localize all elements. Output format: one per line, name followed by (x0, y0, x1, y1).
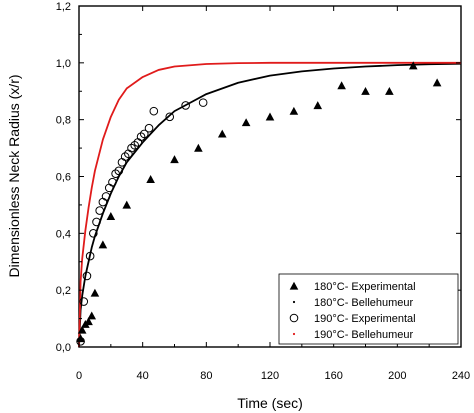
x-tick-label: 160 (324, 370, 342, 382)
data-point (85, 251, 95, 261)
data-point (136, 132, 146, 142)
legend-marker (289, 281, 299, 290)
data-point (111, 169, 120, 178)
legend-line-sample (292, 300, 296, 304)
series-group (78, 61, 461, 348)
data-point (108, 177, 117, 187)
data-point (127, 143, 136, 153)
data-point (114, 166, 124, 176)
data-point (92, 217, 101, 227)
x-tick-label: 120 (261, 370, 279, 382)
data-point (165, 112, 175, 122)
data-point (337, 81, 346, 90)
series-group (76, 98, 208, 346)
data-point (120, 152, 130, 161)
series-line (78, 61, 461, 348)
series-line (78, 62, 462, 348)
data-point (106, 211, 116, 220)
legend-box (278, 273, 459, 345)
data-point (101, 192, 111, 201)
data-point (122, 200, 132, 209)
y-tick-label: 0,0 (56, 342, 71, 354)
y-tick-label: 0,4 (56, 228, 71, 240)
series-group (76, 61, 442, 343)
x-tick-label: 240 (452, 370, 470, 382)
data-point (98, 240, 108, 249)
data-point (87, 311, 97, 320)
data-point (90, 288, 100, 297)
legend-label: 180°C- Bellehumeur (314, 297, 414, 309)
legend-label: 190°C- Experimental (314, 313, 416, 325)
legend: 180°C- Experimental 180°C- Bellehumeur 190… (278, 273, 459, 345)
y-axis-label: Dimensionless Neck Radius (x/r) (6, 74, 22, 277)
data-point (181, 101, 190, 110)
y-tick-label: 0,8 (56, 115, 71, 127)
data-point (130, 140, 140, 150)
y-tick-label: 1,0 (56, 58, 71, 70)
data-point (84, 317, 93, 326)
x-tick-label: 200 (388, 370, 406, 382)
legend-label: 190°C- Bellehumeur (314, 329, 414, 341)
data-point (432, 78, 442, 87)
data-point (265, 112, 275, 121)
data-point (144, 123, 154, 133)
data-point (76, 334, 85, 343)
data-point (198, 98, 208, 107)
data-point (95, 206, 104, 215)
series-layer (76, 61, 462, 348)
data-point (76, 337, 85, 346)
data-point (82, 271, 92, 281)
data-point (194, 143, 203, 152)
x-tick-label: 80 (200, 370, 212, 382)
data-point (289, 106, 299, 115)
data-point (217, 129, 227, 138)
legend-marker (289, 313, 299, 323)
data-point (79, 297, 89, 306)
data-point (385, 86, 394, 95)
data-point (361, 86, 370, 95)
data-point (77, 325, 87, 334)
legend-entries: 180°C- Experimental 180°C- Bellehumeur 190… (289, 281, 416, 341)
y-tick-label: 0,6 (56, 172, 71, 184)
series-group (78, 62, 462, 348)
data-point (241, 118, 251, 127)
data-point (139, 129, 149, 139)
y-tick-label: 1,2 (56, 1, 71, 13)
x-axis-label: Time (sec) (237, 395, 303, 411)
legend-label: 180°C- Experimental (314, 281, 416, 293)
data-point (170, 155, 179, 164)
legend-line-sample (292, 332, 296, 336)
y-tick-label: 0,2 (56, 285, 71, 297)
data-point (313, 101, 323, 110)
data-point (146, 175, 155, 183)
axis-layer: 0 40 80 120 160 200 240 0,0 0,2 0,4 0,6 0,8 1,0 1,2 (56, 1, 470, 382)
data-point (89, 229, 98, 238)
x-tick-label: 40 (137, 370, 149, 382)
data-point (149, 106, 159, 116)
x-tick-label: 0 (76, 370, 82, 382)
data-point (408, 61, 418, 70)
